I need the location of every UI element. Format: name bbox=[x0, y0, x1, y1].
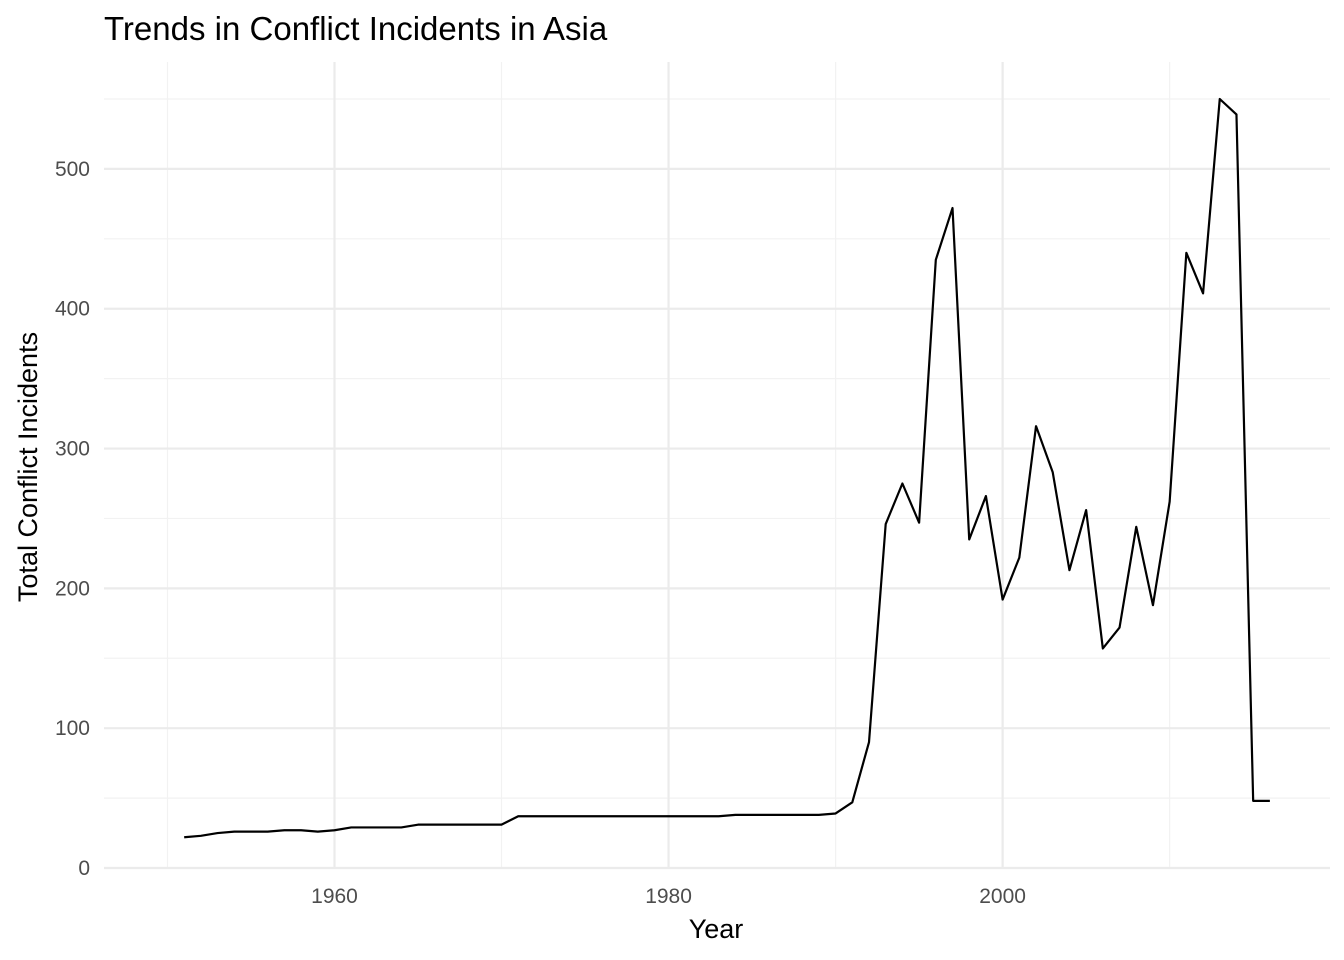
x-tick-label: 1980 bbox=[645, 885, 692, 908]
y-tick-label: 200 bbox=[55, 577, 90, 600]
series-line bbox=[184, 97, 1270, 839]
x-axis-title: Year bbox=[689, 914, 744, 944]
tick-labels: 0 100 200 300 400 500 1960 1980 2000 bbox=[55, 158, 1026, 908]
series-layer bbox=[184, 97, 1270, 839]
x-tick-label: 1960 bbox=[311, 885, 358, 908]
chart-title: Trends in Conflict Incidents in Asia bbox=[104, 10, 608, 47]
y-tick-label: 0 bbox=[78, 857, 90, 880]
y-tick-label: 300 bbox=[55, 438, 90, 461]
y-tick-label: 500 bbox=[55, 158, 90, 181]
x-tick-label: 2000 bbox=[979, 885, 1026, 908]
grid bbox=[104, 62, 1330, 870]
y-tick-label: 400 bbox=[55, 298, 90, 321]
y-tick-label: 100 bbox=[55, 717, 90, 740]
y-axis-title: Total Conflict Incidents bbox=[13, 332, 43, 602]
